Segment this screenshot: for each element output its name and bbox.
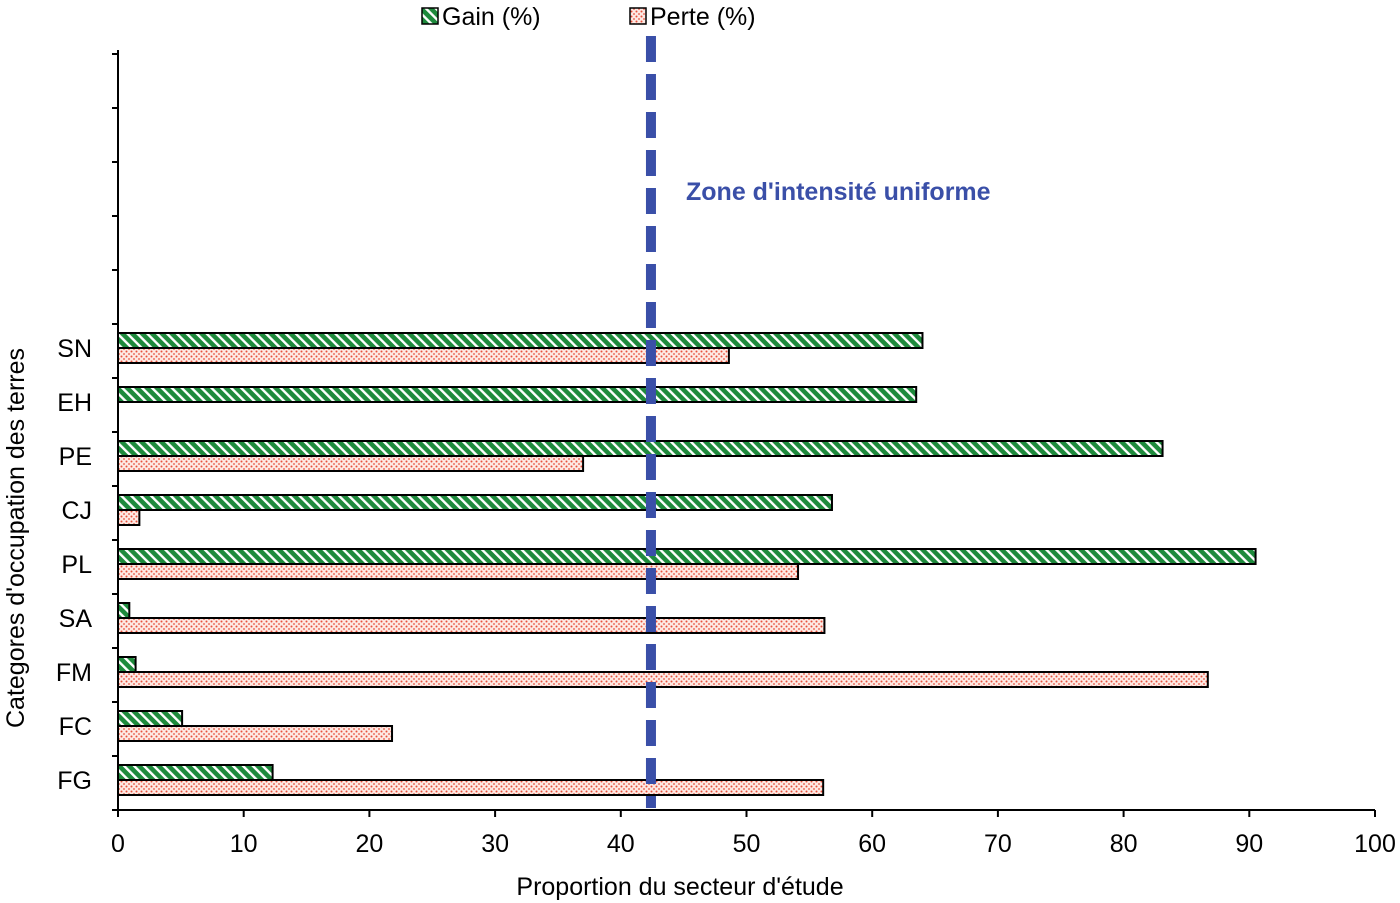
bar-perte-cj[interactable] — [117, 509, 141, 526]
x-tick-label: 100 — [1354, 830, 1396, 858]
bar-gain-eh[interactable] — [117, 386, 918, 403]
bar-perte-pe[interactable] — [117, 455, 585, 472]
x-tick-label: 50 — [733, 830, 761, 858]
x-tick-label: 20 — [355, 830, 383, 858]
x-tick-label: 30 — [481, 830, 509, 858]
x-tick-label: 70 — [984, 830, 1012, 858]
bar-perte-sn[interactable] — [117, 347, 730, 364]
x-tick-label: 40 — [607, 830, 635, 858]
axes-layer: SN EH PE CJ PL SA FM FC FG 0 10 20 30 40 50 60 70 80 90 100 — [56, 50, 1396, 858]
bar-perte-pl[interactable] — [117, 563, 800, 580]
y-tick-label-sa: SA — [59, 605, 93, 633]
y-tick-label-pe: PE — [59, 443, 92, 471]
legend: Gain (%) Perte (%) — [421, 3, 756, 31]
legend-item-perte[interactable]: Perte (%) — [629, 3, 756, 31]
bar-gain-fm[interactable] — [117, 656, 137, 673]
reference-line-label: Zone d'intensité uniforme — [686, 178, 991, 206]
x-tick-label: 60 — [858, 830, 886, 858]
bar-gain-fc[interactable] — [117, 710, 184, 727]
y-axis-title: Categores d'occupation des terres — [2, 348, 30, 728]
legend-item-gain[interactable]: Gain (%) — [421, 3, 541, 31]
y-tick-label-cj: CJ — [61, 497, 92, 525]
bar-gain-fg[interactable] — [117, 764, 274, 781]
y-tick-label-pl: PL — [61, 551, 92, 579]
y-tick-label-eh: EH — [57, 389, 92, 417]
x-tick-label: 10 — [230, 830, 258, 858]
x-axis-title: Proportion du secteur d'étude — [516, 873, 843, 901]
legend-swatch-gain — [421, 7, 439, 25]
bar-perte-fm[interactable] — [117, 671, 1209, 688]
x-tick-label: 0 — [111, 830, 125, 858]
legend-label-perte: Perte (%) — [650, 3, 756, 31]
x-tick-label: 80 — [1110, 830, 1138, 858]
bars-layer — [117, 332, 1257, 796]
bar-perte-sa[interactable] — [117, 617, 826, 634]
y-tick-label-fc: FC — [59, 713, 92, 741]
bar-gain-sa[interactable] — [117, 602, 131, 619]
legend-label-gain: Gain (%) — [442, 3, 541, 31]
y-tick-label-fm: FM — [56, 659, 92, 687]
y-tick-label-fg: FG — [57, 767, 92, 795]
bar-perte-fc[interactable] — [117, 725, 394, 742]
bar-gain-pe[interactable] — [117, 440, 1164, 457]
bar-gain-cj[interactable] — [117, 494, 833, 511]
bar-perte-fg[interactable] — [117, 779, 825, 796]
bar-gain-pl[interactable] — [117, 548, 1257, 565]
bar-gain-sn[interactable] — [117, 332, 924, 349]
legend-swatch-perte — [629, 7, 647, 25]
x-tick-label: 90 — [1235, 830, 1263, 858]
y-tick-label-sn: SN — [57, 335, 92, 363]
